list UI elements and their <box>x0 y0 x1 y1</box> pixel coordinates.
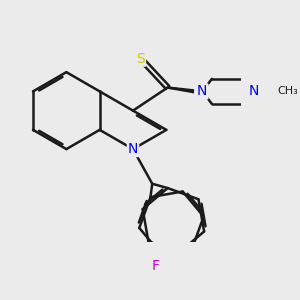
Text: CH₃: CH₃ <box>277 86 298 96</box>
Text: N: N <box>128 142 138 156</box>
Text: F: F <box>152 259 160 273</box>
Text: S: S <box>136 52 145 66</box>
Text: N: N <box>197 84 208 98</box>
Text: N: N <box>249 84 260 98</box>
Text: N: N <box>195 86 206 100</box>
